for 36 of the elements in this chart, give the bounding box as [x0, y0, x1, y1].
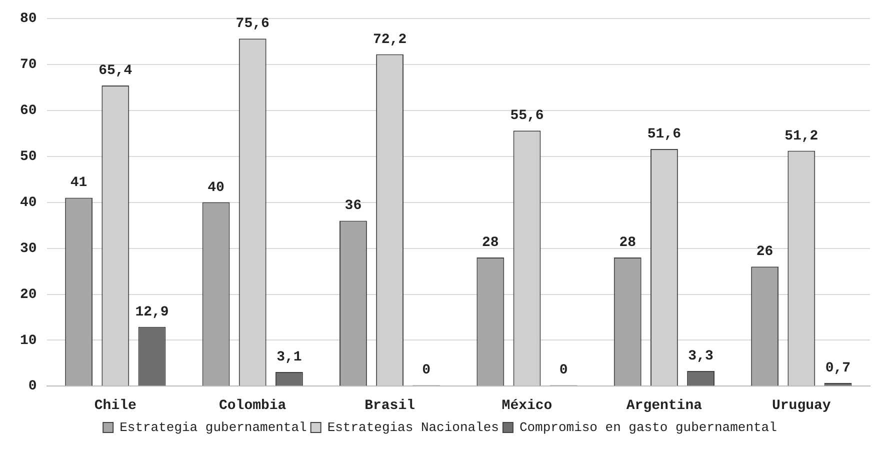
legend-label: Compromiso en gasto gubernamental — [519, 420, 778, 435]
x-tick-label: Uruguay — [772, 398, 832, 414]
data-label: 72,2 — [372, 32, 407, 48]
legend-label: Estrategias Nacionales — [327, 420, 499, 435]
data-label: 65,4 — [98, 63, 132, 80]
y-tick-label: 50 — [20, 148, 37, 165]
data-label: 51,2 — [784, 128, 818, 144]
x-tick-label: Argentina — [626, 398, 703, 414]
y-tick-label: 20 — [20, 286, 37, 303]
y-tick-label: 0 — [28, 378, 37, 395]
x-tick-label: Chile — [94, 398, 136, 414]
data-label: 41 — [70, 175, 88, 192]
data-label: 75,6 — [236, 16, 270, 32]
data-label: 3,3 — [688, 348, 714, 365]
y-tick-label: 40 — [20, 194, 37, 211]
y-tick-label: 10 — [20, 332, 37, 349]
y-tick-label: 70 — [20, 56, 37, 73]
y-tick-label: 80 — [20, 10, 37, 27]
x-tick-label: Colombia — [218, 398, 287, 414]
data-label: 28 — [619, 235, 636, 251]
y-tick-label: 30 — [20, 240, 37, 257]
data-label: 51,6 — [647, 126, 682, 142]
data-label: 0 — [559, 362, 568, 379]
data-label: 0,7 — [825, 360, 851, 377]
data-label: 0 — [422, 362, 431, 379]
data-label: 12,9 — [135, 304, 169, 320]
x-tick-label: Brasil — [364, 398, 416, 414]
data-label: 26 — [756, 244, 774, 260]
data-label: 28 — [482, 235, 499, 251]
data-label: 55,6 — [510, 108, 544, 124]
data-label: 3,1 — [276, 349, 302, 366]
y-tick-label: 60 — [20, 102, 37, 119]
data-label: 40 — [208, 180, 224, 196]
x-tick-label: México — [502, 398, 552, 414]
data-label: 36 — [344, 198, 362, 214]
legend-label: Estrategia gubernamental — [120, 420, 308, 435]
